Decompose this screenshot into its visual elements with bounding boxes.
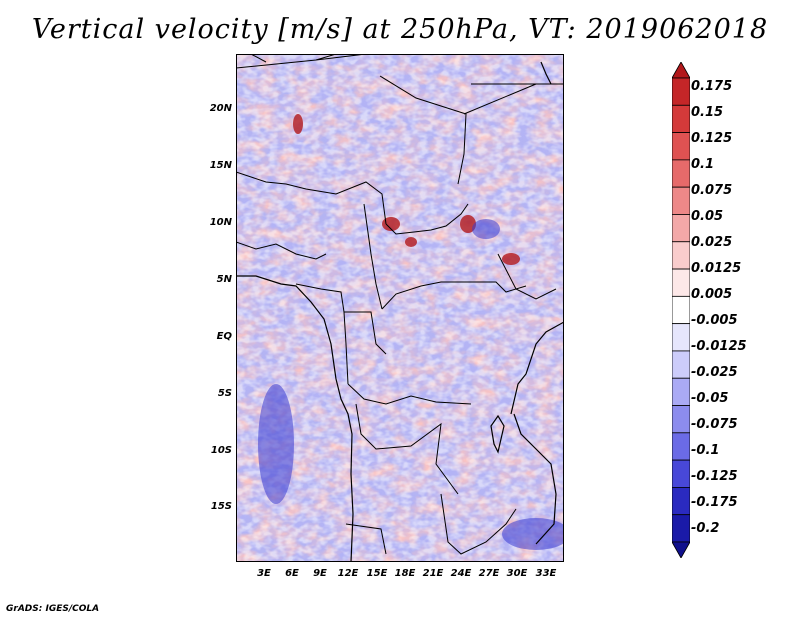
colorbar-label-0.175: 0.175 bbox=[691, 79, 733, 94]
map-frame bbox=[236, 54, 564, 562]
colorbar-segment bbox=[672, 214, 690, 243]
colorbar-label-0.05: 0.05 bbox=[691, 209, 724, 224]
lon-label-9e: 9E bbox=[313, 568, 327, 579]
lat-label-20n: 20N bbox=[209, 103, 232, 114]
lat-label-5s: 5S bbox=[217, 388, 232, 399]
colorbar-label-0.005: 0.005 bbox=[691, 287, 733, 302]
colorbar-segment bbox=[672, 159, 690, 188]
colorbar-label-neg-0.075: -0.075 bbox=[691, 417, 738, 432]
lat-label-15n: 15N bbox=[209, 160, 232, 171]
colorbar-label-neg-0.05: -0.05 bbox=[691, 391, 729, 406]
lon-label-15e: 15E bbox=[366, 568, 388, 579]
lon-label-33e: 33E bbox=[535, 568, 557, 579]
lon-label-27e: 27E bbox=[478, 568, 500, 579]
colorbar-segment bbox=[672, 377, 690, 406]
colorbar-segment bbox=[672, 487, 690, 516]
colorbar-segment bbox=[672, 132, 690, 161]
lat-label-5n: 5N bbox=[216, 274, 232, 285]
colorbar-label-0.025: 0.025 bbox=[691, 235, 733, 250]
colorbar-label-neg-0.005: -0.005 bbox=[691, 313, 738, 328]
colorbar-segment bbox=[672, 241, 690, 270]
colorbar-segment bbox=[672, 350, 690, 379]
colorbar-label-neg-0.025: -0.025 bbox=[691, 365, 738, 380]
grads-credit: GrADS: IGES/COLA bbox=[6, 604, 100, 614]
colorbar-label-neg-0.2: -0.2 bbox=[691, 521, 720, 536]
colorbar-label-neg-0.0125: -0.0125 bbox=[691, 339, 747, 354]
colorbar-segment bbox=[672, 323, 690, 352]
colorbar-segment bbox=[672, 405, 690, 434]
strong-descent-areas bbox=[258, 219, 564, 550]
lat-label-15s: 15S bbox=[210, 501, 232, 512]
lat-label-10s: 10S bbox=[210, 445, 232, 456]
colorbar-label-neg-0.125: -0.125 bbox=[691, 469, 738, 484]
colorbar-segment bbox=[672, 295, 690, 325]
colorbar-top-arrow bbox=[672, 62, 690, 79]
colorbar bbox=[672, 62, 690, 558]
colorbar-label-0.1: 0.1 bbox=[691, 157, 715, 172]
lon-label-24e: 24E bbox=[450, 568, 472, 579]
colorbar-label-0.125: 0.125 bbox=[691, 131, 733, 146]
country-borders bbox=[236, 54, 564, 555]
lat-label-eq: EQ bbox=[216, 331, 232, 342]
colorbar-segment bbox=[672, 104, 690, 133]
lon-label-18e: 18E bbox=[394, 568, 416, 579]
velocity-map bbox=[236, 54, 564, 562]
lon-label-12e: 12E bbox=[337, 568, 359, 579]
colorbar-segment bbox=[672, 514, 690, 543]
colorbar-segment bbox=[672, 432, 690, 461]
colorbar-label-0.15: 0.15 bbox=[691, 105, 724, 120]
colorbar-label-neg-0.175: -0.175 bbox=[691, 495, 738, 510]
colorbar-label-0.0125: 0.0125 bbox=[691, 261, 742, 276]
lat-label-10n: 10N bbox=[209, 217, 232, 228]
lon-label-3e: 3E bbox=[257, 568, 271, 579]
colorbar-segment bbox=[672, 459, 690, 488]
map-title: Vertical velocity [m/s] at 250hPa, VT: 2… bbox=[31, 14, 769, 45]
colorbar-segment bbox=[672, 186, 690, 215]
coastline bbox=[236, 61, 564, 562]
colorbar-bottom-arrow bbox=[672, 541, 690, 558]
lon-label-21e: 21E bbox=[422, 568, 444, 579]
colorbar-label-0.075: 0.075 bbox=[691, 183, 733, 198]
lon-label-30e: 30E bbox=[506, 568, 528, 579]
colorbar-segment bbox=[672, 77, 690, 106]
lon-label-6e: 6E bbox=[285, 568, 299, 579]
strong-ascent-cells bbox=[293, 114, 520, 265]
colorbar-label-neg-0.1: -0.1 bbox=[691, 443, 720, 458]
colorbar-segment bbox=[672, 268, 690, 297]
